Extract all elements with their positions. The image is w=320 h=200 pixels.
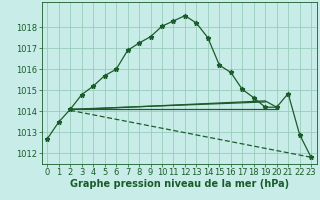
X-axis label: Graphe pression niveau de la mer (hPa): Graphe pression niveau de la mer (hPa)	[70, 179, 289, 189]
